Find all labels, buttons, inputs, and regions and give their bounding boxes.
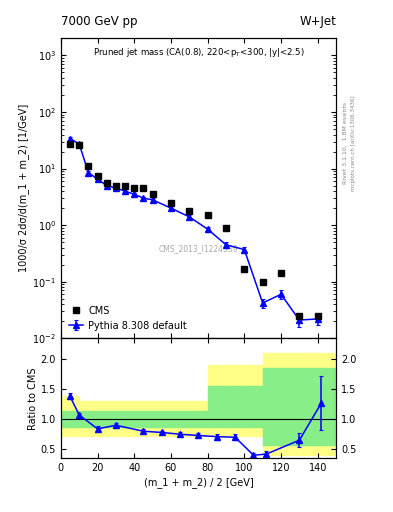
CMS [86, 163, 91, 169]
Legend: CMS, Pythia 8.308 default: CMS, Pythia 8.308 default [66, 303, 190, 333]
CMS [205, 212, 210, 218]
Y-axis label: 1000/σ 2dσ/d(m_1 + m_2) [1/GeV]: 1000/σ 2dσ/d(m_1 + m_2) [1/GeV] [18, 104, 29, 272]
CMS [260, 279, 265, 285]
Text: mcplots.cern.ch [arXiv:1306.3436]: mcplots.cern.ch [arXiv:1306.3436] [351, 96, 356, 191]
CMS [95, 173, 100, 179]
CMS [279, 270, 283, 276]
CMS [132, 185, 137, 191]
Y-axis label: Ratio to CMS: Ratio to CMS [28, 367, 38, 430]
CMS [169, 200, 173, 206]
Text: Pruned jet mass (CA(0.8), 220<p$_\mathregular{T}$<300, |y|<2.5): Pruned jet mass (CA(0.8), 220<p$_\mathre… [93, 46, 304, 59]
CMS [242, 266, 247, 272]
X-axis label: (m_1 + m_2) / 2 [GeV]: (m_1 + m_2) / 2 [GeV] [143, 477, 253, 488]
CMS [114, 183, 118, 189]
CMS [123, 183, 127, 189]
Line: CMS: CMS [66, 141, 321, 319]
Text: Rivet 3.1.10,  1.8M events: Rivet 3.1.10, 1.8M events [343, 102, 348, 184]
CMS [224, 225, 228, 231]
CMS [141, 185, 146, 191]
CMS [105, 180, 109, 186]
Text: 7000 GeV pp: 7000 GeV pp [61, 15, 138, 28]
CMS [150, 191, 155, 198]
CMS [297, 313, 302, 319]
CMS [77, 142, 82, 148]
Text: W+Jet: W+Jet [299, 15, 336, 28]
Text: CMS_2013_I1224539: CMS_2013_I1224539 [159, 244, 238, 253]
CMS [315, 313, 320, 319]
CMS [187, 208, 192, 214]
CMS [68, 141, 72, 147]
